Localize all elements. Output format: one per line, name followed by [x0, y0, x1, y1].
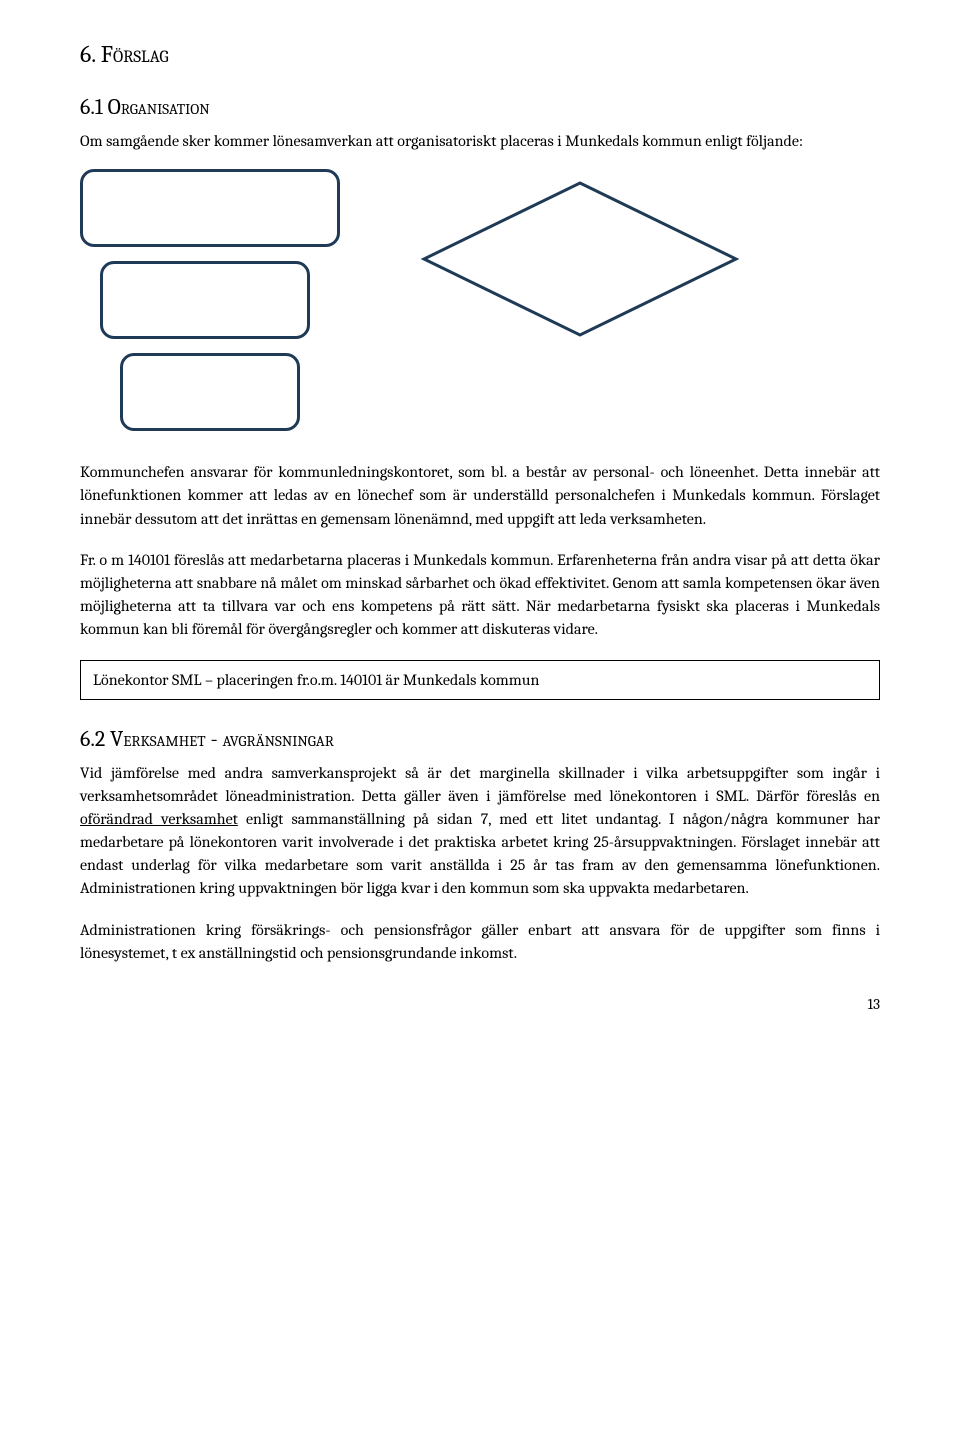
org-box-2	[100, 261, 310, 339]
org-diamond	[420, 169, 740, 343]
placement-note-box: Lönekontor SML – placeringen fr.o.m. 140…	[80, 660, 880, 700]
org-diagram	[80, 169, 880, 431]
section-6-2-p1-a: Vid jämförelse med andra samverkansproje…	[80, 764, 880, 805]
section-6-1-p1: Kommunchefen ansvarar för kommunlednings…	[80, 461, 880, 531]
section-6-1-title: 6.1 Organisation	[80, 94, 880, 120]
org-boxes-column	[80, 169, 340, 431]
section-6-title: 6. Förslag	[80, 40, 880, 68]
page-number: 13	[80, 995, 880, 1013]
org-box-1	[80, 169, 340, 247]
section-6-1-p2: Fr. o m 140101 föreslås att medarbetarna…	[80, 549, 880, 642]
section-6-2-p2: Administrationen kring försäkrings- och …	[80, 919, 880, 965]
section-6-2-p1: Vid jämförelse med andra samverkansproje…	[80, 762, 880, 901]
section-6-2-p1-underlined: oförändrad verksamhet	[80, 810, 238, 828]
section-6-1-intro: Om samgående sker kommer lönesamverkan a…	[80, 130, 880, 153]
section-6-2-title: 6.2 Verksamhet - avgränsningar	[80, 726, 880, 752]
org-box-3	[120, 353, 300, 431]
